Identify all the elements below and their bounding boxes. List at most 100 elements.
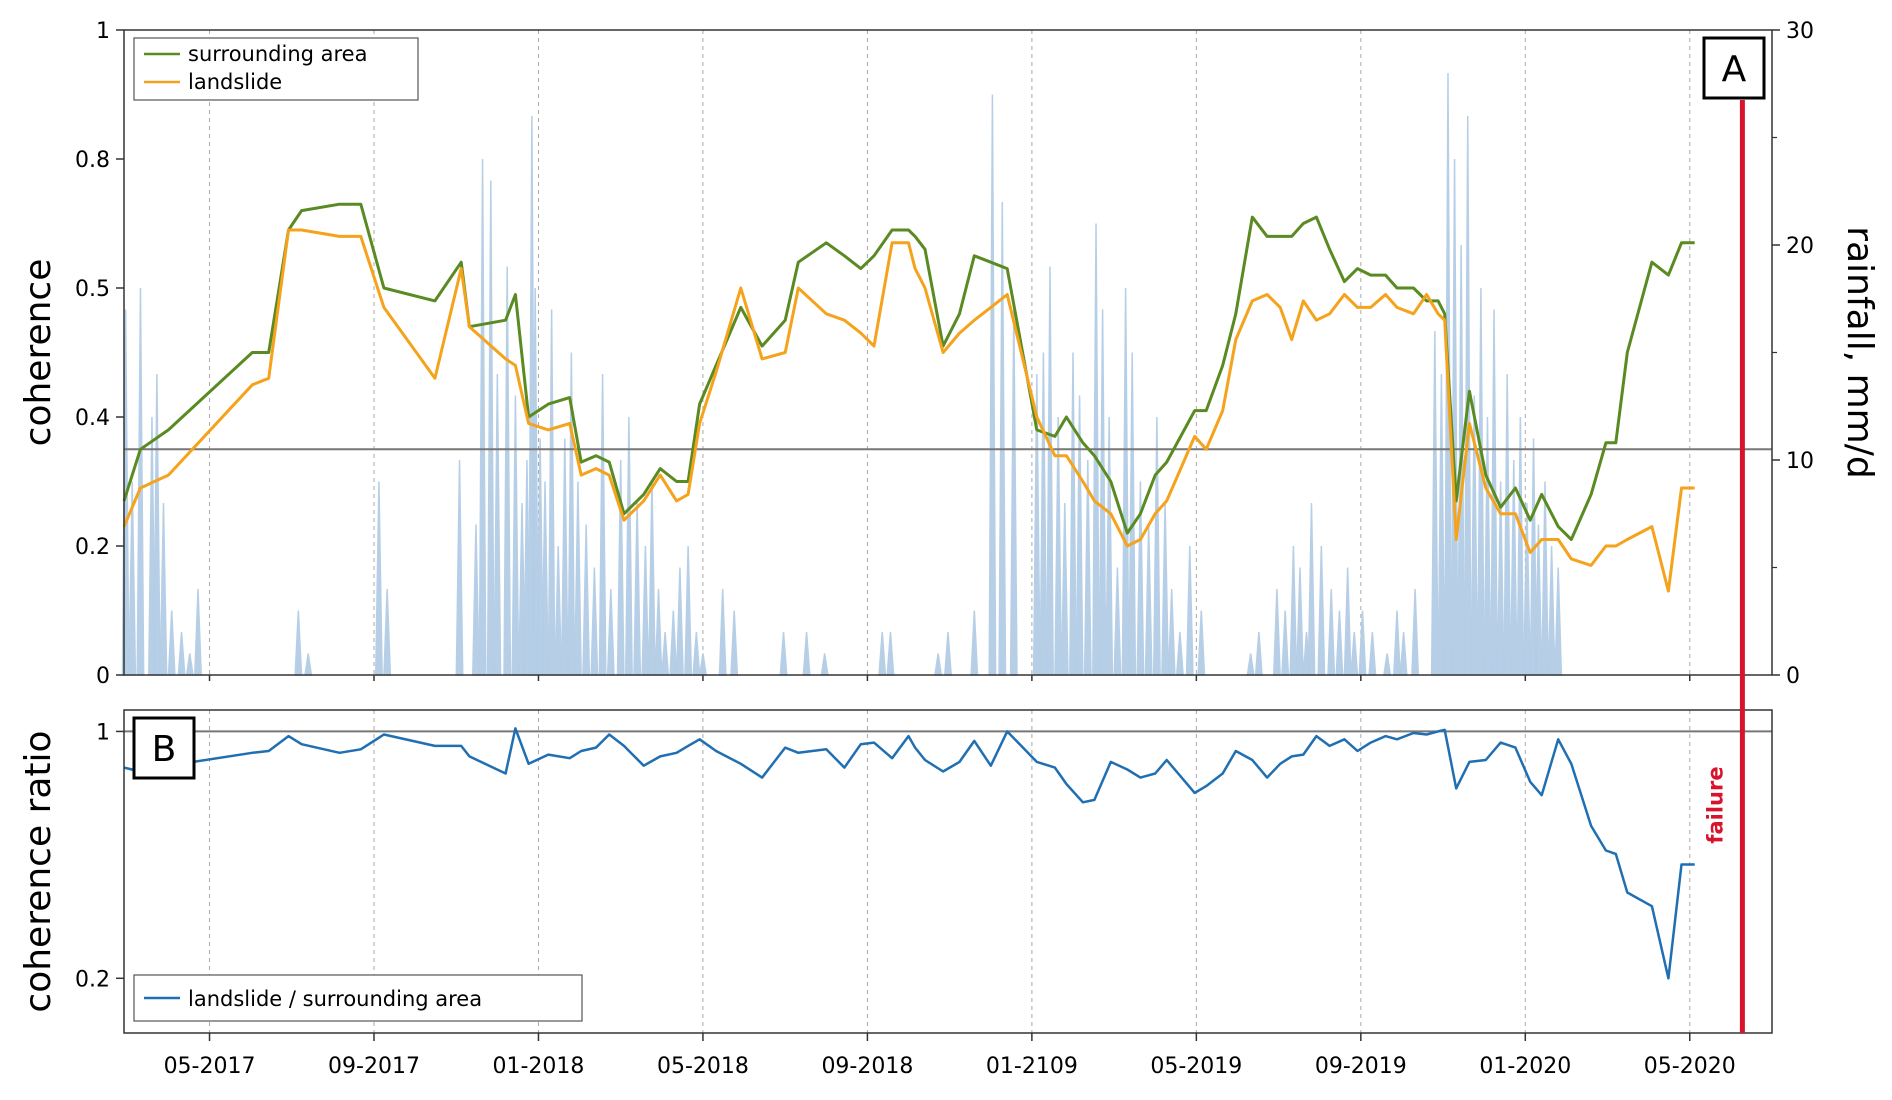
- rainfall-bar: [1393, 610, 1401, 676]
- rainfall-bar: [1046, 266, 1054, 676]
- rainfall-bar: [820, 653, 829, 676]
- x-axis-ticks: 05-2017 09-2017 01-2018 05-2018 09-2018 01-21…: [164, 675, 1736, 1079]
- y2-tick-label: 0: [1786, 664, 1800, 689]
- rainfall-bar: [1197, 610, 1206, 676]
- rainfall-bar: [1399, 631, 1408, 676]
- x-tick-label: 09-2019: [1315, 1054, 1407, 1079]
- rainfall-bar: [1335, 610, 1344, 676]
- y-tick-label: 0: [96, 664, 110, 689]
- rainfall-bar: [455, 459, 464, 676]
- y-tick-label: 0.2: [75, 967, 110, 992]
- x-tick-label: 01-2020: [1479, 1054, 1571, 1079]
- panel-a-y-ticks: 0 0.2 0.4 0.5 0.8 1: [75, 19, 124, 689]
- y2-tick-label: 10: [1786, 449, 1814, 474]
- panel-b-grid: [209, 710, 1691, 1033]
- rainfall-bar: [1437, 373, 1446, 676]
- rainfall-bar: [624, 416, 633, 676]
- rainfall-bar: [1246, 653, 1255, 676]
- failure-label: failure: [1703, 766, 1727, 843]
- rainfall-bar: [1167, 588, 1176, 676]
- panel-b-legend: landslide / surrounding area: [133, 974, 583, 1022]
- rainfall-bar: [1161, 502, 1170, 676]
- rainfall-bar: [1430, 330, 1439, 676]
- rainfall-bar: [1483, 416, 1492, 676]
- x-tick-label: 01-2018: [493, 1054, 585, 1079]
- rainfall-bar: [943, 631, 953, 676]
- rainfall-bar: [698, 653, 708, 676]
- x-tick-label: 01-2109: [986, 1054, 1078, 1079]
- rainfall-bar: [1358, 610, 1367, 676]
- rainfall-bar: [641, 545, 650, 676]
- rainfall-bar: [1516, 416, 1525, 676]
- panel-a-grid: [209, 30, 1691, 675]
- rainfall-bar: [1317, 545, 1326, 676]
- rainfall-bar: [1343, 567, 1352, 676]
- rainfall-bar: [1541, 481, 1549, 676]
- panel-b-label: B: [132, 716, 196, 780]
- y-tick-label: 1: [96, 720, 110, 745]
- panel-a-y-axis-title: coherence: [18, 259, 59, 447]
- panel-b: 0.21 coherence ratio landslide / surroun…: [18, 675, 1773, 1079]
- rainfall-bar: [934, 653, 943, 676]
- panel-a-label-box: [1702, 36, 1766, 100]
- rainfall-bar: [1522, 502, 1531, 676]
- legend-label-surrounding-area: surrounding area: [188, 42, 367, 66]
- rainfall-bar: [1547, 545, 1556, 676]
- rainfall-bar: [1128, 352, 1137, 676]
- y2-tick-label: 20: [1786, 234, 1814, 259]
- rainfall-bar: [478, 158, 487, 676]
- rainfall-bar: [633, 502, 642, 676]
- rainfall-bar: [878, 631, 887, 676]
- rainfall-bar: [503, 266, 512, 676]
- y-tick-label: 0.4: [75, 406, 110, 431]
- rainfall-bar: [294, 610, 303, 676]
- rainfall-bar: [547, 309, 556, 676]
- rainfall-bar: [573, 481, 582, 676]
- panel-a-legend-box: [133, 37, 419, 101]
- rainfall-bar: [1098, 309, 1107, 676]
- rainfall-bar: [1113, 567, 1122, 676]
- rainfall-bar: [1554, 567, 1563, 676]
- rainfall-bar: [167, 610, 176, 676]
- rainfall-bar: [1411, 588, 1420, 676]
- rainfall-bar: [779, 631, 788, 676]
- rainfall-bar: [541, 481, 550, 676]
- rainfall-bar: [472, 524, 480, 676]
- rainfall-bar: [374, 481, 383, 676]
- rainfall-bar: [970, 610, 979, 676]
- rainfall-bar: [684, 545, 693, 676]
- rainfall-bar: [1350, 631, 1359, 676]
- rainfall-bar: [718, 588, 727, 676]
- panel-a-right-y-ticks: 0 10 20 30: [1772, 19, 1814, 689]
- rainfall-bar: [654, 588, 663, 676]
- x-tick-label: 09-2018: [821, 1054, 913, 1079]
- rainfall-bar: [1281, 610, 1290, 676]
- rainfall-bar: [1327, 588, 1336, 676]
- rainfall-bar: [1069, 352, 1077, 676]
- rainfall-bar: [1175, 631, 1184, 676]
- rainfall-bar: [159, 502, 168, 676]
- panel-b-frame: [123, 709, 1773, 1034]
- y-tick-label: 0.5: [75, 277, 110, 302]
- rainfall-bar: [886, 631, 895, 676]
- rainfall-bar: [185, 653, 194, 676]
- rainfall-bar: [692, 631, 701, 676]
- rainfall-bar: [1152, 416, 1161, 676]
- failure-marker: failure: [1703, 100, 1745, 1033]
- panel-b-label-box: [132, 716, 196, 780]
- rainfall-bar: [493, 373, 502, 676]
- x-tick-label: 05-2018: [657, 1054, 749, 1079]
- rainfall-bar: [304, 653, 313, 676]
- rainfall-bar: [606, 588, 615, 676]
- rainfall-bar: [1185, 545, 1194, 676]
- rainfall-bar: [661, 631, 670, 676]
- rainfall-bar: [560, 438, 569, 676]
- rainfall-bar: [486, 180, 495, 676]
- rainfall-bar: [136, 287, 145, 676]
- y-tick-label: 1: [96, 19, 110, 44]
- rainfall-bar: [1121, 287, 1130, 676]
- rainfall-bar: [1105, 416, 1114, 676]
- panel-a-right-y-axis-title: rainfall, mm/d: [1839, 226, 1880, 478]
- panel-a-label: A: [1702, 36, 1766, 100]
